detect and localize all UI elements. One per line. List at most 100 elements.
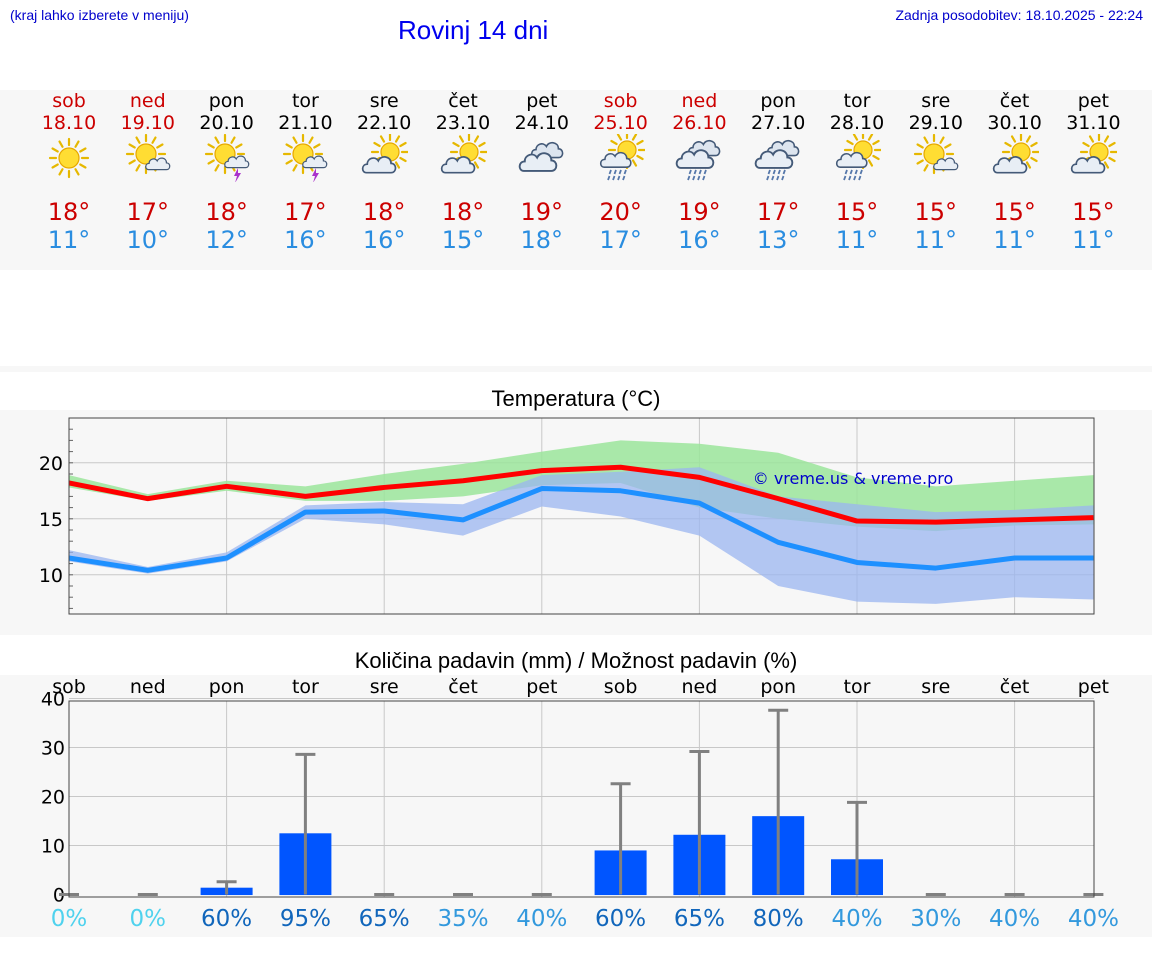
x-tick-label: ned: [682, 676, 718, 698]
min-temp: 11°: [914, 226, 958, 254]
precip-probability: 35%: [437, 906, 488, 932]
min-temp: 11°: [47, 226, 91, 254]
day-forecast: pon 27.10 17° 13°: [738, 90, 818, 260]
day-forecast: pet 31.10 15° 11°: [1053, 90, 1133, 260]
day-name: pon: [208, 90, 245, 112]
min-temp: 11°: [835, 226, 879, 254]
day-name: čet: [999, 90, 1030, 112]
cloud-sun-icon: [360, 132, 410, 182]
x-tick-label: sre: [921, 676, 950, 698]
x-tick-label: pon: [209, 676, 245, 698]
max-temp: 20°: [599, 198, 642, 226]
day-forecast: čet 23.10 18° 15°: [423, 90, 503, 260]
precip-probability: 0%: [51, 906, 88, 932]
x-tick-label: pet: [1078, 676, 1109, 698]
day-date: 30.10: [987, 112, 1042, 134]
day-forecast: sob 18.10 18° 11°: [29, 90, 109, 260]
day-name: tor: [843, 90, 871, 112]
max-temp: 17°: [756, 198, 800, 226]
x-tick-label: pet: [526, 676, 557, 698]
precip-probability: 40%: [516, 906, 567, 932]
min-temp: 12°: [205, 226, 248, 254]
plot-area: [69, 701, 1094, 897]
x-tick-label: sob: [604, 676, 638, 698]
day-name: pet: [1077, 90, 1109, 112]
max-temp: 18°: [205, 198, 248, 226]
y-tick-label: 0: [53, 885, 65, 907]
cloud-rain-icon: [675, 134, 723, 182]
precip-probability: 60%: [595, 906, 646, 932]
cloud-sun-icon: [439, 132, 489, 182]
day-date: 22.10: [356, 112, 412, 134]
precip-probability: 65%: [674, 906, 725, 932]
day-date: 27.10: [750, 112, 806, 134]
min-temp: 13°: [756, 226, 800, 254]
precip-probability: 30%: [910, 906, 961, 932]
day-date: 28.10: [829, 112, 885, 134]
page-title: Rovinj 14 dni: [398, 15, 549, 45]
day-name: sre: [921, 90, 951, 112]
day-name: čet: [448, 90, 478, 112]
day-date: 23.10: [435, 112, 491, 134]
day-forecast: ned 19.10 17° 10°: [108, 90, 188, 260]
max-temp: 15°: [1072, 198, 1115, 226]
max-temp: 17°: [126, 198, 170, 226]
sun-cloud-icon: [912, 133, 960, 182]
sun-thunder-icon: [281, 133, 329, 183]
day-forecast: tor 28.10 15° 11°: [817, 90, 897, 260]
max-temp: 15°: [835, 198, 879, 226]
day-date: 21.10: [278, 112, 333, 134]
max-temp: 17°: [284, 198, 327, 226]
max-temp: 18°: [441, 198, 485, 226]
sun-icon: [45, 134, 93, 182]
min-temp: 16°: [362, 226, 406, 254]
y-tick-label: 20: [39, 453, 63, 475]
min-temp: 11°: [1072, 226, 1115, 254]
day-forecast: tor 21.10 17° 16°: [265, 90, 345, 260]
x-tick-label: tor: [844, 676, 871, 698]
x-tick-label: sob: [52, 676, 86, 698]
y-tick-label: 30: [41, 738, 65, 760]
plot-frame: [68, 700, 1095, 898]
day-name: sob: [52, 90, 86, 112]
precip-probability: 60%: [201, 906, 252, 932]
max-temp: 19°: [520, 198, 564, 226]
min-temp: 15°: [441, 226, 485, 254]
precip-probability: 0%: [130, 906, 167, 932]
watermark: © vreme.us & vreme.pro: [753, 469, 954, 488]
x-tick-label: čet: [1000, 676, 1030, 698]
max-temp: 15°: [914, 198, 958, 226]
day-forecast: sob 25.10 20° 17°: [581, 90, 661, 260]
day-name: sob: [603, 90, 638, 112]
min-temp-line: [68, 486, 1094, 573]
min-range-band: [69, 467, 1094, 604]
day-date: 20.10: [199, 112, 254, 134]
x-tick-label: tor: [292, 676, 319, 698]
day-name: pet: [526, 90, 558, 112]
divider: [0, 366, 1152, 372]
cloud-rain-icon: [754, 134, 802, 182]
precip-probability: 80%: [753, 906, 804, 932]
location-menu-hint[interactable]: (kraj lahko izberete v meniju): [10, 7, 189, 23]
x-tick-label: ned: [130, 676, 166, 698]
day-date: 31.10: [1066, 112, 1121, 134]
day-date: 24.10: [514, 112, 569, 134]
max-temp-line: [68, 464, 1094, 525]
day-name: ned: [681, 90, 718, 112]
y-tick-label: 40: [41, 689, 65, 711]
x-tick-label: sre: [370, 676, 399, 698]
max-temp: 19°: [678, 198, 721, 226]
y-tick-label: 20: [41, 787, 65, 809]
day-forecast: pon 20.10 18° 12°: [187, 90, 267, 260]
sun-cloud-icon: [124, 133, 172, 182]
cloudy-icon: [518, 134, 566, 182]
day-name: ned: [129, 90, 166, 112]
x-tick-label: pon: [760, 676, 796, 698]
day-forecast: čet 30.10 15° 11°: [975, 90, 1055, 260]
last-update-label: Zadnja posodobitev: 18.10.2025 - 22:24: [895, 7, 1143, 23]
day-name: pon: [760, 90, 797, 112]
precip-probability: 40%: [989, 906, 1040, 932]
max-temp: 15°: [993, 198, 1036, 226]
min-temp: 16°: [678, 226, 721, 254]
